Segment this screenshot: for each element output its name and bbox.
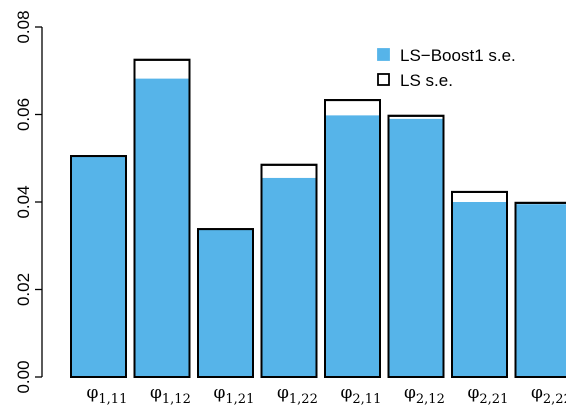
- x-tick-label: φ2,22: [531, 383, 566, 407]
- bars: [70, 58, 566, 378]
- bar-ls-boost1-7: [515, 204, 566, 377]
- y-tick-label: 0.02: [14, 273, 33, 306]
- x-tick-base: φ: [341, 383, 353, 403]
- x-tick-label: φ1,22: [277, 383, 318, 407]
- bar-outline-1: [133, 58, 191, 378]
- x-tick-subscript: 2,21: [479, 392, 508, 407]
- x-tick-base: φ: [468, 383, 480, 403]
- bar-outline-6: [451, 190, 508, 378]
- x-tick-label: φ2,21: [468, 383, 509, 407]
- bar-ls-boost1-4: [325, 115, 380, 377]
- x-tick-subscript: 1,11: [98, 392, 127, 407]
- x-tick-label: φ1,12: [150, 383, 191, 407]
- legend-swatch-0: [377, 48, 390, 61]
- y-tick-label: 0.00: [14, 360, 33, 393]
- y-tick-label: 0.04: [14, 185, 33, 218]
- x-tick-base: φ: [87, 383, 99, 403]
- x-tick-base: φ: [277, 383, 289, 403]
- legend-swatch-1: [377, 73, 390, 86]
- x-tick-label: φ2,11: [341, 383, 382, 407]
- x-tick-subscript: 1,21: [225, 392, 254, 407]
- bar-outline-2: [197, 228, 254, 378]
- x-tick-subscript: 2,22: [543, 392, 566, 407]
- bar-ls-boost1-6: [452, 202, 507, 377]
- y-axis: 0.00 0.02 0.04 0.06 0.08: [14, 10, 43, 394]
- x-tick-subscript: 2,11: [352, 392, 381, 407]
- x-tick-label: φ1,11: [87, 383, 128, 407]
- y-tick-label: 0.08: [14, 10, 33, 43]
- bar-outline-3: [260, 163, 318, 378]
- x-tick-base: φ: [531, 383, 543, 403]
- bar-ls-boost1-1: [134, 78, 190, 377]
- legend-label-0: LS−Boost1 s.e.: [400, 46, 516, 65]
- bar-outline-5: [387, 114, 445, 378]
- bar-outline-4: [324, 99, 381, 378]
- bar-ls-boost1-5: [388, 118, 444, 377]
- legend-label-1: LS s.e.: [400, 71, 453, 90]
- x-tick-base: φ: [404, 383, 416, 403]
- x-tick-label: φ1,21: [214, 383, 255, 407]
- x-tick-subscript: 2,12: [416, 392, 445, 407]
- legend: LS−Boost1 s.e. LS s.e.: [377, 46, 516, 90]
- x-tick-subscript: 1,12: [162, 392, 191, 407]
- x-tick-label: φ2,12: [404, 383, 445, 407]
- bar-ls-boost1-0: [71, 156, 126, 377]
- x-tick-subscript: 1,22: [289, 392, 318, 407]
- bar-ls-boost1-3: [261, 177, 317, 377]
- y-tick-label: 0.06: [14, 98, 33, 131]
- x-tick-base: φ: [214, 383, 226, 403]
- bar-outline-0: [70, 155, 127, 378]
- bar-ls-boost1-2: [198, 229, 253, 377]
- bar-outline-7: [514, 201, 566, 378]
- x-tick-base: φ: [150, 383, 162, 403]
